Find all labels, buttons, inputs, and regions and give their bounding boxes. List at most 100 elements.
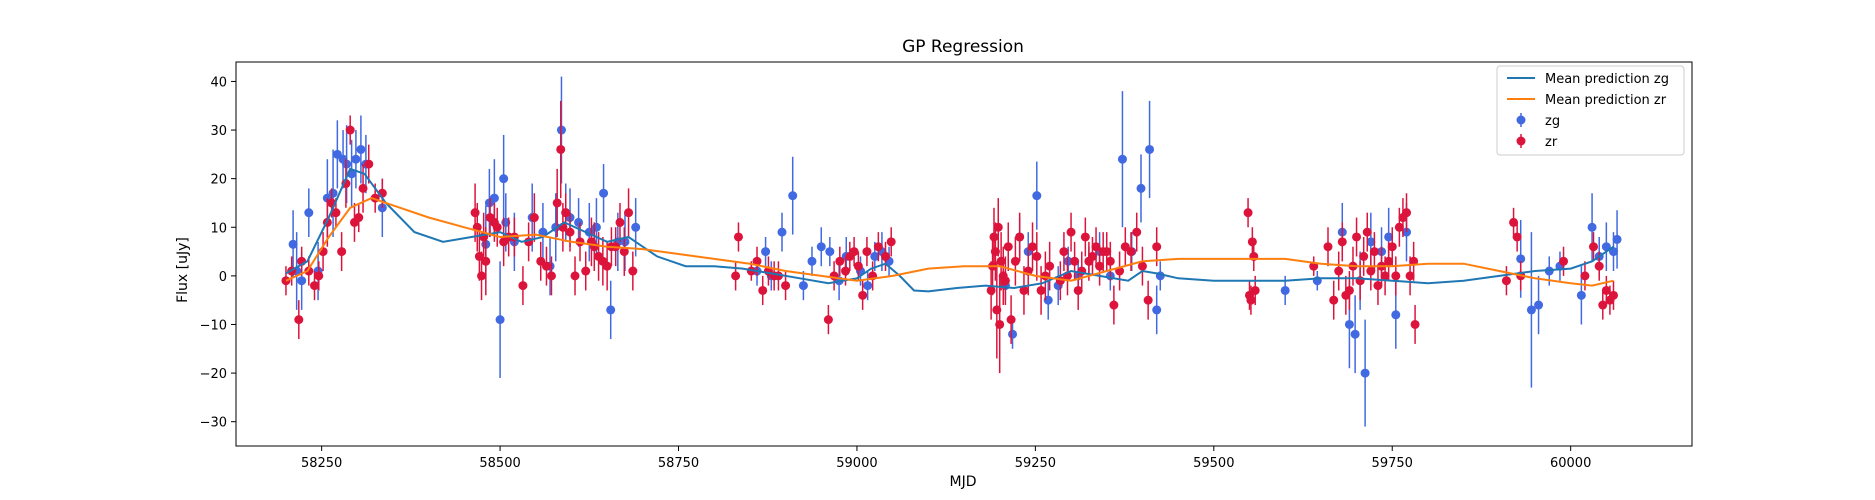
zr-data-point [841, 266, 851, 276]
zr-data-point [1405, 271, 1415, 281]
y-tick-label: −30 [200, 416, 227, 431]
zg-data-point [297, 276, 307, 286]
zr-data-point [1394, 222, 1404, 232]
zg-data-point [761, 247, 771, 257]
x-tick-label: 58250 [301, 456, 342, 471]
zg-data-point [1587, 222, 1597, 232]
zg-data-point [1350, 329, 1360, 339]
zg-data-point [825, 247, 835, 257]
zr-data-point [1102, 247, 1112, 257]
zr-data-point [1380, 271, 1390, 281]
zg-data-point [807, 256, 817, 266]
zg-data-point [1360, 368, 1370, 378]
zg-data-point [1612, 234, 1622, 244]
zr-data-point [1387, 242, 1397, 252]
zg-data-point [591, 222, 601, 232]
zr-data-point [1010, 256, 1020, 266]
y-axis: −30 −20 −10 0 10 20 30 40 [200, 75, 236, 431]
zg-data-point [351, 154, 361, 164]
zr-data-point [733, 232, 743, 242]
zr-data-point [1366, 266, 1376, 276]
zr-data-point [1073, 285, 1083, 295]
zr-data-point [849, 247, 859, 257]
zr-data-point [1080, 232, 1090, 242]
zr-data-point [1032, 251, 1042, 261]
zg-data-point [1280, 285, 1290, 295]
zr-data-point [993, 222, 1003, 232]
zr-data-point [556, 144, 566, 154]
zg-data-point [777, 227, 787, 237]
series-zr [281, 100, 1618, 374]
zr-data-point [345, 125, 355, 135]
zg-data-point [1526, 305, 1536, 315]
x-tick-label: 58750 [658, 456, 699, 471]
zr-data-point [358, 183, 368, 193]
zr-data-point [1391, 271, 1401, 281]
y-tick-label: 30 [210, 124, 227, 139]
zr-data-point [1000, 276, 1010, 286]
zr-data-point [481, 256, 491, 266]
zr-data-point [314, 271, 324, 281]
zr-data-point [1126, 247, 1136, 257]
zg-data-point [1344, 319, 1354, 329]
zr-data-point [619, 247, 629, 257]
line-Mean prediction zg [285, 167, 1615, 293]
zr-data-point [354, 213, 364, 223]
zg-data-point [1516, 254, 1526, 264]
zr-data-point [1143, 295, 1153, 305]
zr-data-point [1003, 242, 1013, 252]
x-axis: 58250 58500 58750 59000 59250 59500 59750 60000 [301, 446, 1591, 471]
zr-data-point [1598, 300, 1608, 310]
series-layer [281, 76, 1622, 427]
zr-data-point [1095, 261, 1105, 271]
zr-data-point [546, 271, 556, 281]
zr-data-point [552, 198, 562, 208]
legend-label: Mean prediction zg [1545, 72, 1669, 87]
zg-data-point [356, 144, 366, 154]
zg-data-point [1391, 310, 1401, 320]
zr-data-point [1015, 232, 1025, 242]
zr-data-point [1334, 266, 1344, 276]
zr-data-point [886, 237, 896, 247]
zr-data-point [995, 319, 1005, 329]
zr-data-point [602, 261, 612, 271]
zr-data-point [1512, 232, 1522, 242]
zr-data-point [337, 247, 347, 257]
y-axis-label: Flux [uJy] [175, 237, 191, 303]
legend-swatch-marker [1516, 115, 1526, 125]
chart-title: GP Regression [902, 37, 1024, 57]
zr-data-point [615, 217, 625, 227]
zg-data-point [606, 305, 616, 315]
zr-data-point [1362, 227, 1372, 237]
zr-data-point [1109, 300, 1119, 310]
zr-data-point [518, 281, 528, 291]
zr-data-point [731, 271, 741, 281]
zr-data-point [470, 208, 480, 218]
series-zg [288, 76, 1622, 427]
x-axis-label: MJD [950, 474, 977, 490]
zr-data-point [541, 261, 551, 271]
zr-data-point [1352, 232, 1362, 242]
zr-data-point [986, 285, 996, 295]
y-tick-label: 0 [219, 270, 227, 285]
zg-data-point [495, 315, 505, 325]
legend-box [1496, 65, 1685, 156]
zr-data-point [1509, 217, 1519, 227]
zg-data-point [328, 188, 338, 198]
legend: Mean prediction zg Mean prediction zr zg zr [1496, 65, 1685, 156]
zg-data-point [798, 281, 808, 291]
zr-data-point [1601, 285, 1611, 295]
zr-data-point [294, 315, 304, 325]
zr-data-point [1036, 285, 1046, 295]
zr-data-point [492, 222, 502, 232]
zg-data-point [288, 239, 298, 249]
zr-data-point [835, 256, 845, 266]
zr-data-point [310, 281, 320, 291]
y-tick-label: 40 [210, 75, 227, 90]
zr-data-point [853, 261, 863, 271]
zr-data-point [1608, 290, 1618, 300]
x-tick-label: 59500 [1193, 456, 1234, 471]
y-tick-label: −10 [200, 318, 227, 333]
zr-data-point [1589, 242, 1599, 252]
